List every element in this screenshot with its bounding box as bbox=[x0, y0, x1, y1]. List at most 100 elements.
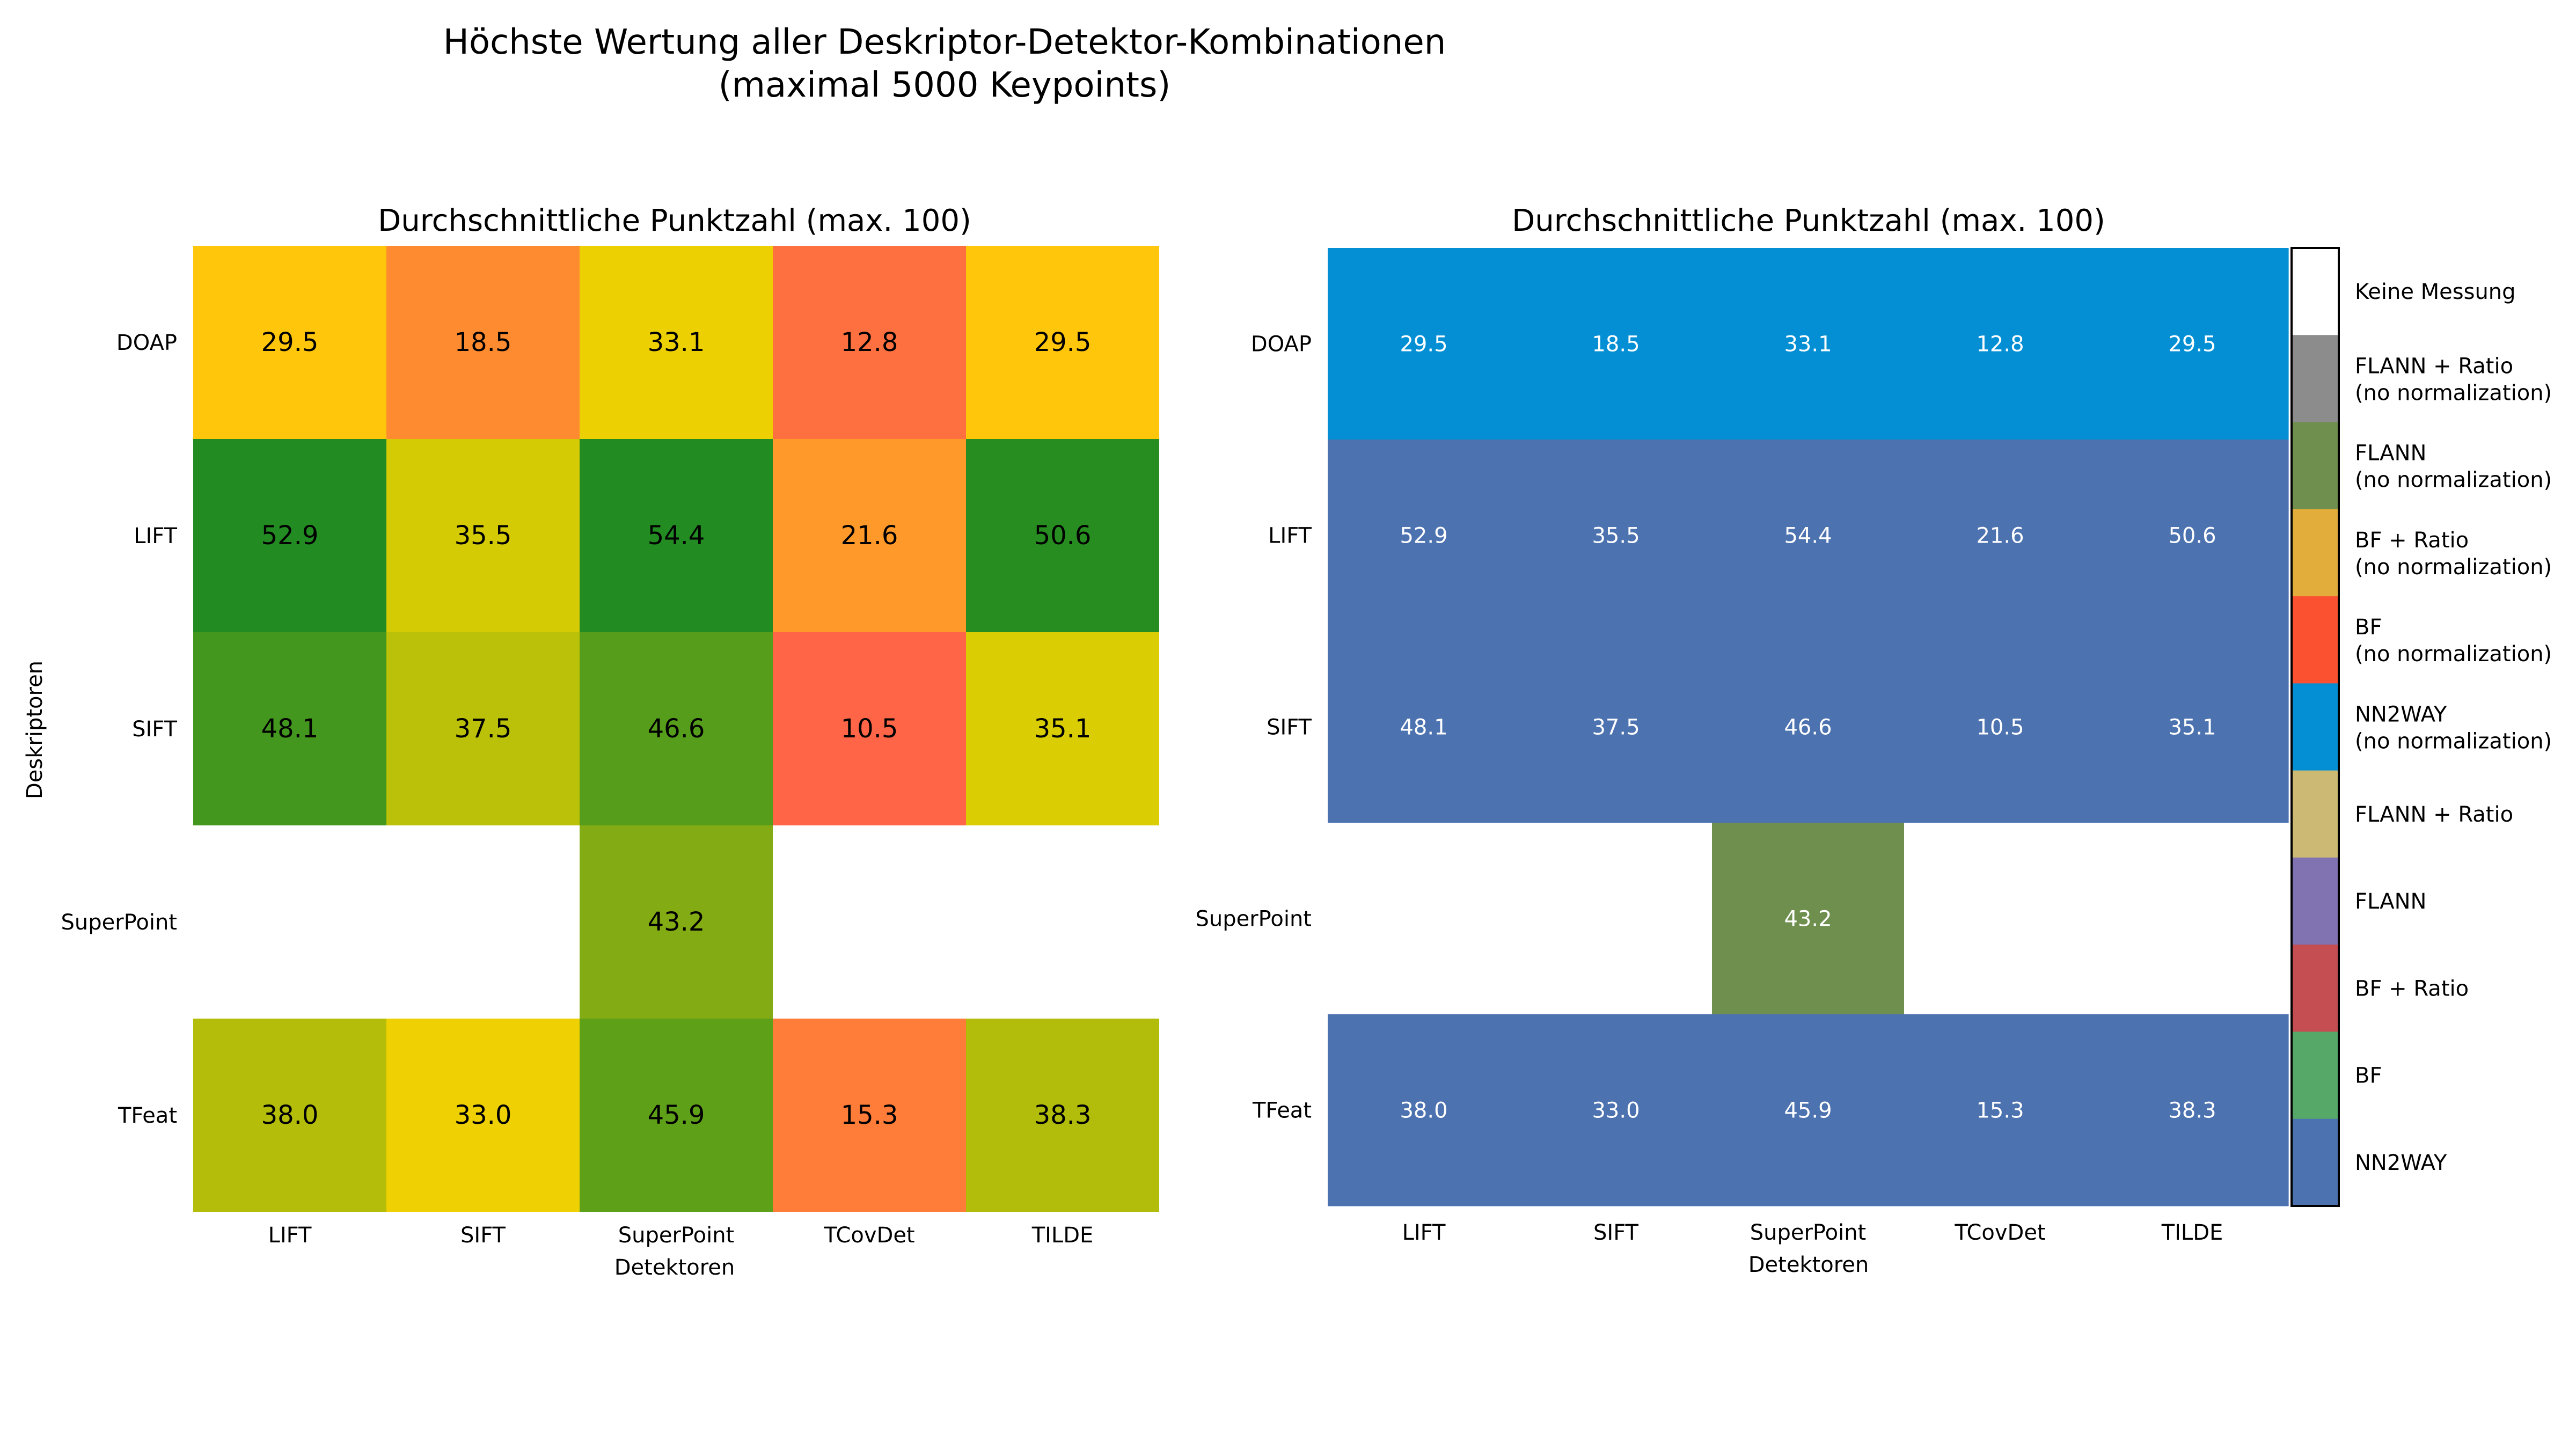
heatmap-cell bbox=[1520, 1014, 1713, 1206]
heatmap-cell bbox=[386, 1019, 580, 1212]
y-tick-label: LIFT bbox=[134, 524, 177, 548]
y-tick-label: SIFT bbox=[132, 717, 177, 742]
heatmap-cell bbox=[1328, 248, 1520, 440]
heatmap-cell bbox=[386, 246, 580, 439]
cell-value-label: 35.5 bbox=[1592, 524, 1640, 548]
cell-value-label: 29.5 bbox=[2168, 332, 2216, 357]
cell-value-label: 45.9 bbox=[648, 1100, 705, 1130]
cell-value-label: 35.1 bbox=[1034, 714, 1092, 744]
left-heatmap-xlabel: Detektoren bbox=[614, 1255, 735, 1280]
colorbar-segment bbox=[2292, 945, 2339, 1033]
figure-title-line2: (maximal 5000 Keypoints) bbox=[719, 65, 1171, 105]
heatmap-cell bbox=[1712, 1014, 1905, 1206]
colorbar-segment bbox=[2292, 248, 2339, 335]
heatmap-cell bbox=[1712, 440, 1905, 632]
colorbar-frame bbox=[2290, 247, 2340, 1207]
heatmap-cell bbox=[1520, 248, 1713, 440]
cell-value-label: 29.5 bbox=[261, 327, 319, 357]
cell-value-label: 46.6 bbox=[1784, 715, 1832, 740]
legend-entry-label: BF (no normalization) bbox=[2355, 615, 2552, 667]
heatmap-cell bbox=[1904, 440, 2097, 632]
heatmap-cell bbox=[1904, 631, 2097, 823]
cell-value-label: 21.6 bbox=[1976, 524, 2024, 548]
cell-value-label: 18.5 bbox=[1592, 332, 1640, 357]
heatmap-cell bbox=[386, 632, 580, 825]
heatmap-cell bbox=[1712, 248, 1905, 440]
cell-value-label: 37.5 bbox=[455, 714, 512, 744]
heatmap-cell bbox=[2096, 631, 2289, 823]
heatmap-cell bbox=[2096, 1014, 2289, 1206]
right-heatmap-xlabel: Detektoren bbox=[1748, 1253, 1869, 1277]
cell-value-label: 37.5 bbox=[1592, 715, 1640, 740]
cell-value-label: 45.9 bbox=[1784, 1099, 1832, 1123]
cell-value-label: 12.8 bbox=[1976, 332, 2024, 357]
heatmap-cell bbox=[773, 439, 966, 632]
legend-entry-label: FLANN + Ratio (no normalization) bbox=[2355, 354, 2552, 405]
cell-value-label: 33.1 bbox=[648, 327, 705, 357]
cell-value-label: 29.5 bbox=[1034, 327, 1092, 357]
cell-value-label: 10.5 bbox=[1976, 715, 2024, 740]
legend-entry-label: FLANN (no normalization) bbox=[2355, 441, 2552, 493]
heatmap-cell bbox=[966, 246, 1159, 439]
colorbar-segment bbox=[2292, 770, 2339, 858]
heatmap-cell bbox=[966, 1019, 1159, 1212]
heatmap-cell bbox=[1904, 248, 2097, 440]
cell-value-label: 38.3 bbox=[1034, 1100, 1092, 1130]
legend-entry-label: BF + Ratio (no normalization) bbox=[2355, 528, 2552, 580]
matcher-legend-colorbar: Keine Messung FLANN + Ratio (no normalizat… bbox=[2290, 247, 2552, 1207]
x-tick-label: TILDE bbox=[1031, 1223, 1094, 1248]
heatmap-cell bbox=[580, 246, 773, 439]
heatmap-cell bbox=[1328, 823, 1520, 1015]
figure-title-line1: Höchste Wertung aller Deskriptor-Detekto… bbox=[443, 23, 1446, 62]
heatmap-cell bbox=[966, 439, 1159, 632]
cell-value-label: 48.1 bbox=[261, 714, 319, 744]
cell-value-label: 50.6 bbox=[2168, 524, 2216, 548]
cell-value-label: 15.3 bbox=[1976, 1099, 2024, 1123]
heatmap-cell bbox=[1904, 1014, 2097, 1206]
cell-value-label: 43.2 bbox=[1784, 907, 1832, 932]
colorbar-segment bbox=[2292, 422, 2339, 510]
y-tick-label: SIFT bbox=[1267, 715, 1312, 740]
heatmap-cell bbox=[193, 439, 386, 632]
y-tick-label: SuperPoint bbox=[61, 910, 177, 935]
x-tick-label: SuperPoint bbox=[1750, 1220, 1867, 1245]
legend-entry-label: BF + Ratio bbox=[2355, 976, 2469, 1001]
cell-value-label: 38.3 bbox=[2168, 1099, 2216, 1123]
heatmap-cell bbox=[1712, 631, 1905, 823]
heatmap-cell bbox=[1520, 631, 1713, 823]
y-tick-label: DOAP bbox=[1251, 332, 1312, 357]
cell-value-label: 15.3 bbox=[841, 1100, 898, 1130]
legend-entry-label: Keine Messung bbox=[2355, 280, 2516, 304]
legend-entry-label: BF bbox=[2355, 1064, 2382, 1088]
y-tick-label: LIFT bbox=[1268, 524, 1312, 548]
cell-value-label: 29.5 bbox=[1400, 332, 1447, 357]
cell-value-label: 54.4 bbox=[648, 521, 705, 551]
heatmap-cell bbox=[1904, 823, 2097, 1015]
colorbar-segment bbox=[2292, 857, 2339, 945]
x-tick-label: TCovDet bbox=[823, 1223, 914, 1248]
heatmap-cell bbox=[1520, 440, 1713, 632]
colorbar-segment bbox=[2292, 1031, 2339, 1119]
heatmap-cell bbox=[193, 632, 386, 825]
cell-value-label: 35.5 bbox=[455, 521, 512, 551]
colorbar-segment bbox=[2292, 1118, 2339, 1206]
heatmap-cell bbox=[1328, 440, 1520, 632]
heatmap-cell bbox=[1520, 823, 1713, 1015]
cell-value-label: 38.0 bbox=[1400, 1099, 1447, 1123]
x-tick-label: LIFT bbox=[1402, 1220, 1446, 1245]
heatmap-cell bbox=[386, 439, 580, 632]
heatmap-cell bbox=[966, 632, 1159, 825]
cell-value-label: 50.6 bbox=[1034, 521, 1092, 551]
heatmap-cell bbox=[2096, 440, 2289, 632]
legend-entry-label: FLANN + Ratio bbox=[2355, 802, 2513, 827]
cell-value-label: 18.5 bbox=[455, 327, 512, 357]
cell-value-label: 52.9 bbox=[1400, 524, 1447, 548]
cell-value-label: 10.5 bbox=[841, 714, 898, 744]
heatmap-cell bbox=[1328, 631, 1520, 823]
heatmap-cell bbox=[193, 246, 386, 439]
heatmap-cell bbox=[580, 632, 773, 825]
cell-value-label: 54.4 bbox=[1784, 524, 1832, 548]
heatmap-cell bbox=[773, 632, 966, 825]
x-tick-label: SuperPoint bbox=[618, 1223, 735, 1248]
